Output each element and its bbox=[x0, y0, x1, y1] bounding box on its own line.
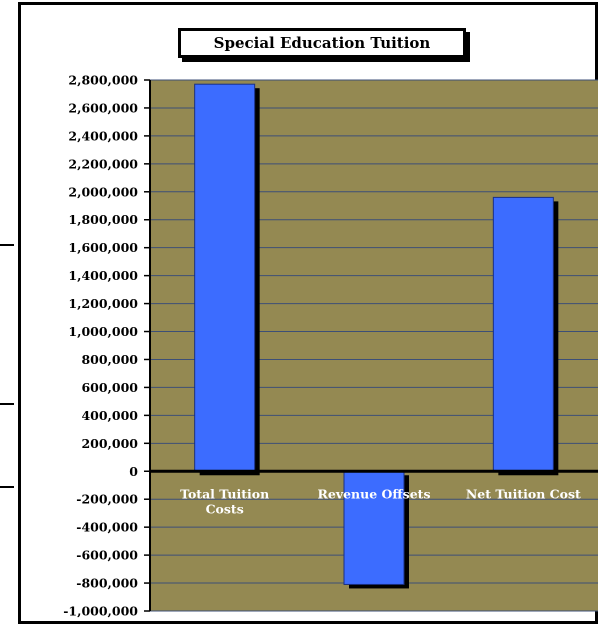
category-label: Costs bbox=[206, 501, 244, 516]
bar bbox=[343, 470, 405, 585]
y-tick-label: -1,000,000 bbox=[63, 604, 138, 619]
y-tick-label: -400,000 bbox=[76, 520, 138, 535]
category-label: Revenue Offsets bbox=[318, 486, 431, 501]
bar bbox=[492, 196, 554, 472]
y-tick-label: 400,000 bbox=[81, 408, 138, 423]
y-tick-label: -800,000 bbox=[76, 576, 138, 591]
y-tick-label: 1,800,000 bbox=[68, 212, 138, 227]
category-label: Total Tuition bbox=[180, 486, 269, 501]
side-mark bbox=[0, 403, 14, 405]
y-tick-label: 0 bbox=[129, 464, 138, 479]
chart-title: Special Education Tuition bbox=[178, 28, 466, 58]
side-mark bbox=[0, 486, 14, 488]
y-tick-label: 800,000 bbox=[81, 352, 138, 367]
y-tick-label: 1,400,000 bbox=[68, 268, 138, 283]
y-tick-label: 2,400,000 bbox=[68, 128, 138, 143]
side-mark bbox=[0, 244, 14, 246]
bars bbox=[194, 83, 559, 589]
y-tick-label: -600,000 bbox=[76, 548, 138, 563]
y-tick-label: 1,600,000 bbox=[68, 240, 138, 255]
chart-title-text: Special Education Tuition bbox=[213, 34, 431, 52]
y-tick-label: 1,000,000 bbox=[68, 324, 138, 339]
y-tick-label: 600,000 bbox=[81, 380, 138, 395]
y-tick-label: 2,200,000 bbox=[68, 156, 138, 171]
y-tick-label: 1,200,000 bbox=[68, 296, 138, 311]
y-tick-label: 2,800,000 bbox=[68, 73, 138, 88]
y-tick-label: -200,000 bbox=[76, 492, 138, 507]
y-tick-labels: 2,800,000 2,600,000 2,400,000 2,200,000 2,00… bbox=[63, 73, 138, 619]
category-label: Net Tuition Cost bbox=[466, 486, 581, 501]
bar bbox=[194, 83, 256, 472]
y-tick-label: 2,600,000 bbox=[68, 100, 138, 115]
y-tick-label: 200,000 bbox=[81, 436, 138, 451]
y-tick-label: 2,000,000 bbox=[68, 184, 138, 199]
